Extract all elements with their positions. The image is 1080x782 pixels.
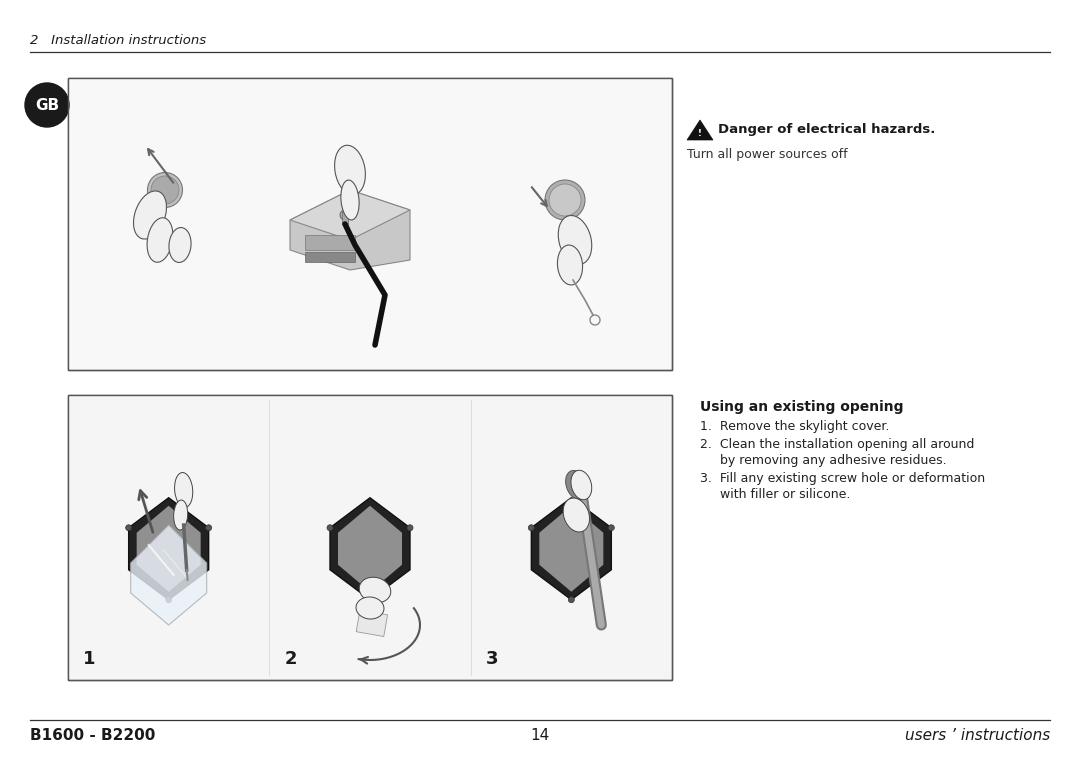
Ellipse shape: [360, 577, 391, 603]
Text: Danger of electrical hazards.: Danger of electrical hazards.: [718, 123, 935, 135]
Circle shape: [165, 597, 172, 603]
Ellipse shape: [545, 180, 585, 220]
Polygon shape: [129, 498, 208, 600]
Bar: [68, 395, 672, 680]
Polygon shape: [330, 498, 410, 600]
Text: users ’ instructions: users ’ instructions: [905, 728, 1050, 743]
Circle shape: [367, 597, 373, 603]
Bar: [342, 212, 348, 224]
Text: by removing any adhesive residues.: by removing any adhesive residues.: [700, 454, 947, 467]
Circle shape: [608, 525, 615, 531]
Circle shape: [340, 210, 350, 220]
Polygon shape: [536, 524, 607, 564]
Ellipse shape: [571, 470, 592, 500]
Ellipse shape: [558, 216, 592, 264]
Text: 2   Installation instructions: 2 Installation instructions: [30, 34, 206, 47]
Bar: [305, 235, 355, 250]
Text: B1600 - B2200: B1600 - B2200: [30, 728, 156, 743]
Circle shape: [25, 83, 69, 127]
Polygon shape: [291, 190, 410, 240]
Text: 2: 2: [284, 650, 297, 668]
Bar: [305, 252, 355, 262]
Circle shape: [528, 525, 535, 531]
Circle shape: [327, 525, 333, 531]
Polygon shape: [334, 524, 406, 564]
Ellipse shape: [549, 184, 581, 216]
Polygon shape: [687, 120, 713, 140]
Text: 1.  Remove the skylight cover.: 1. Remove the skylight cover.: [700, 420, 889, 433]
Bar: [68, 78, 672, 370]
Text: with filler or silicone.: with filler or silicone.: [700, 488, 850, 501]
Text: 3: 3: [486, 650, 498, 668]
Circle shape: [407, 525, 413, 531]
Text: !: !: [698, 130, 702, 138]
Polygon shape: [291, 190, 410, 270]
Ellipse shape: [151, 176, 179, 204]
Bar: [68, 395, 672, 680]
Ellipse shape: [356, 597, 384, 619]
Polygon shape: [137, 506, 201, 592]
Polygon shape: [131, 525, 206, 625]
Circle shape: [125, 525, 132, 531]
Circle shape: [205, 525, 212, 531]
Ellipse shape: [168, 228, 191, 263]
Bar: [69, 79, 671, 369]
Bar: [69, 396, 671, 679]
Text: Turn all power sources off: Turn all power sources off: [687, 148, 848, 161]
Ellipse shape: [341, 180, 360, 220]
Text: 3.  Fill any existing screw hole or deformation: 3. Fill any existing screw hole or defor…: [700, 472, 985, 485]
Bar: [68, 78, 672, 370]
Ellipse shape: [147, 217, 173, 262]
Ellipse shape: [148, 173, 183, 207]
Polygon shape: [539, 506, 604, 592]
Ellipse shape: [174, 500, 188, 530]
Ellipse shape: [175, 472, 192, 508]
Polygon shape: [133, 524, 205, 564]
Text: 14: 14: [530, 728, 550, 743]
Circle shape: [568, 597, 575, 603]
Text: GB: GB: [35, 98, 59, 113]
Polygon shape: [531, 498, 611, 600]
Ellipse shape: [134, 191, 166, 239]
Text: 1: 1: [83, 650, 95, 668]
Bar: [356, 610, 388, 637]
Ellipse shape: [563, 498, 590, 532]
Ellipse shape: [557, 245, 582, 285]
Ellipse shape: [566, 471, 588, 500]
Text: Using an existing opening: Using an existing opening: [700, 400, 904, 414]
Text: 2.  Clean the installation opening all around: 2. Clean the installation opening all ar…: [700, 438, 974, 451]
Ellipse shape: [335, 145, 365, 195]
Polygon shape: [338, 506, 402, 592]
